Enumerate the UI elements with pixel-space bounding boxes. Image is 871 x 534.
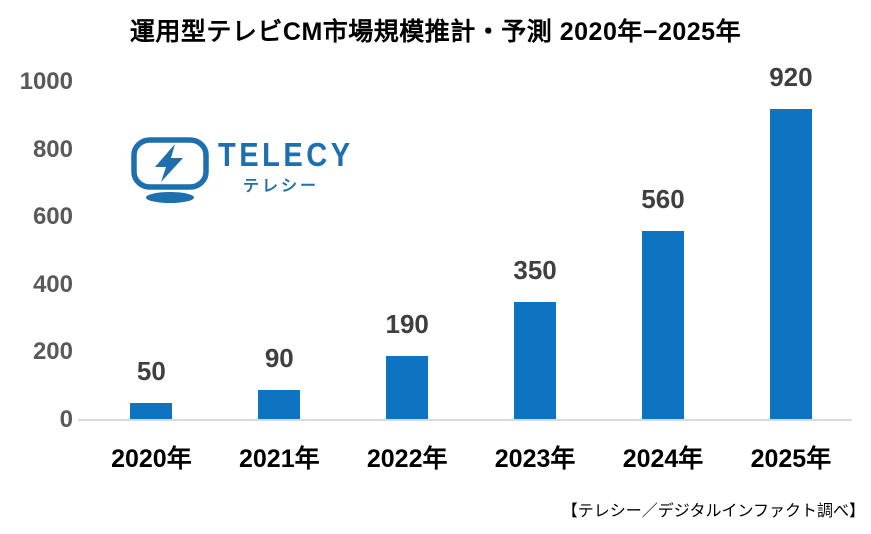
x-axis-label: 2025年 — [750, 445, 832, 473]
logo-wordmark: TELECY — [218, 136, 354, 173]
x-axis-label: 2020年 — [111, 445, 192, 473]
y-tick-label-200: 200 — [32, 338, 73, 366]
bar-2022年 — [386, 355, 429, 420]
bar-2023年 — [514, 301, 557, 420]
y-tick-label-0: 0 — [59, 406, 73, 433]
bar-2021年 — [258, 389, 301, 420]
bar-value-label: 90 — [264, 342, 294, 373]
bar-value-label: 350 — [513, 254, 557, 285]
telecy-logo: TELECY テレシー — [128, 132, 358, 204]
bar-value-label: 560 — [641, 183, 685, 214]
chart-title: 運用型テレビCM市場規模推計・予測 2020年−2025年 — [129, 18, 742, 46]
bar-value-label: 190 — [385, 308, 429, 339]
y-tick-label-400: 400 — [32, 270, 73, 298]
bar-value-label: 920 — [769, 62, 813, 93]
y-tick-label-1000: 1000 — [19, 68, 73, 95]
bar-2025年 — [769, 109, 812, 420]
source-note: 【テレシー／デジタルインファクト調べ】 — [561, 503, 865, 520]
x-axis-line — [78, 419, 852, 421]
y-tick-label-600: 600 — [32, 203, 73, 231]
x-axis-label: 2021年 — [238, 445, 320, 473]
y-tick-label-800: 800 — [32, 135, 73, 163]
bar-value-label: 50 — [136, 356, 166, 387]
logo-subtitle: テレシー — [242, 178, 319, 195]
x-axis-label: 2024年 — [622, 445, 704, 473]
bar-2020年 — [130, 403, 173, 420]
x-axis-label: 2022年 — [366, 445, 448, 473]
bar-2024年 — [642, 230, 684, 420]
x-axis-label: 2023年 — [494, 445, 576, 473]
